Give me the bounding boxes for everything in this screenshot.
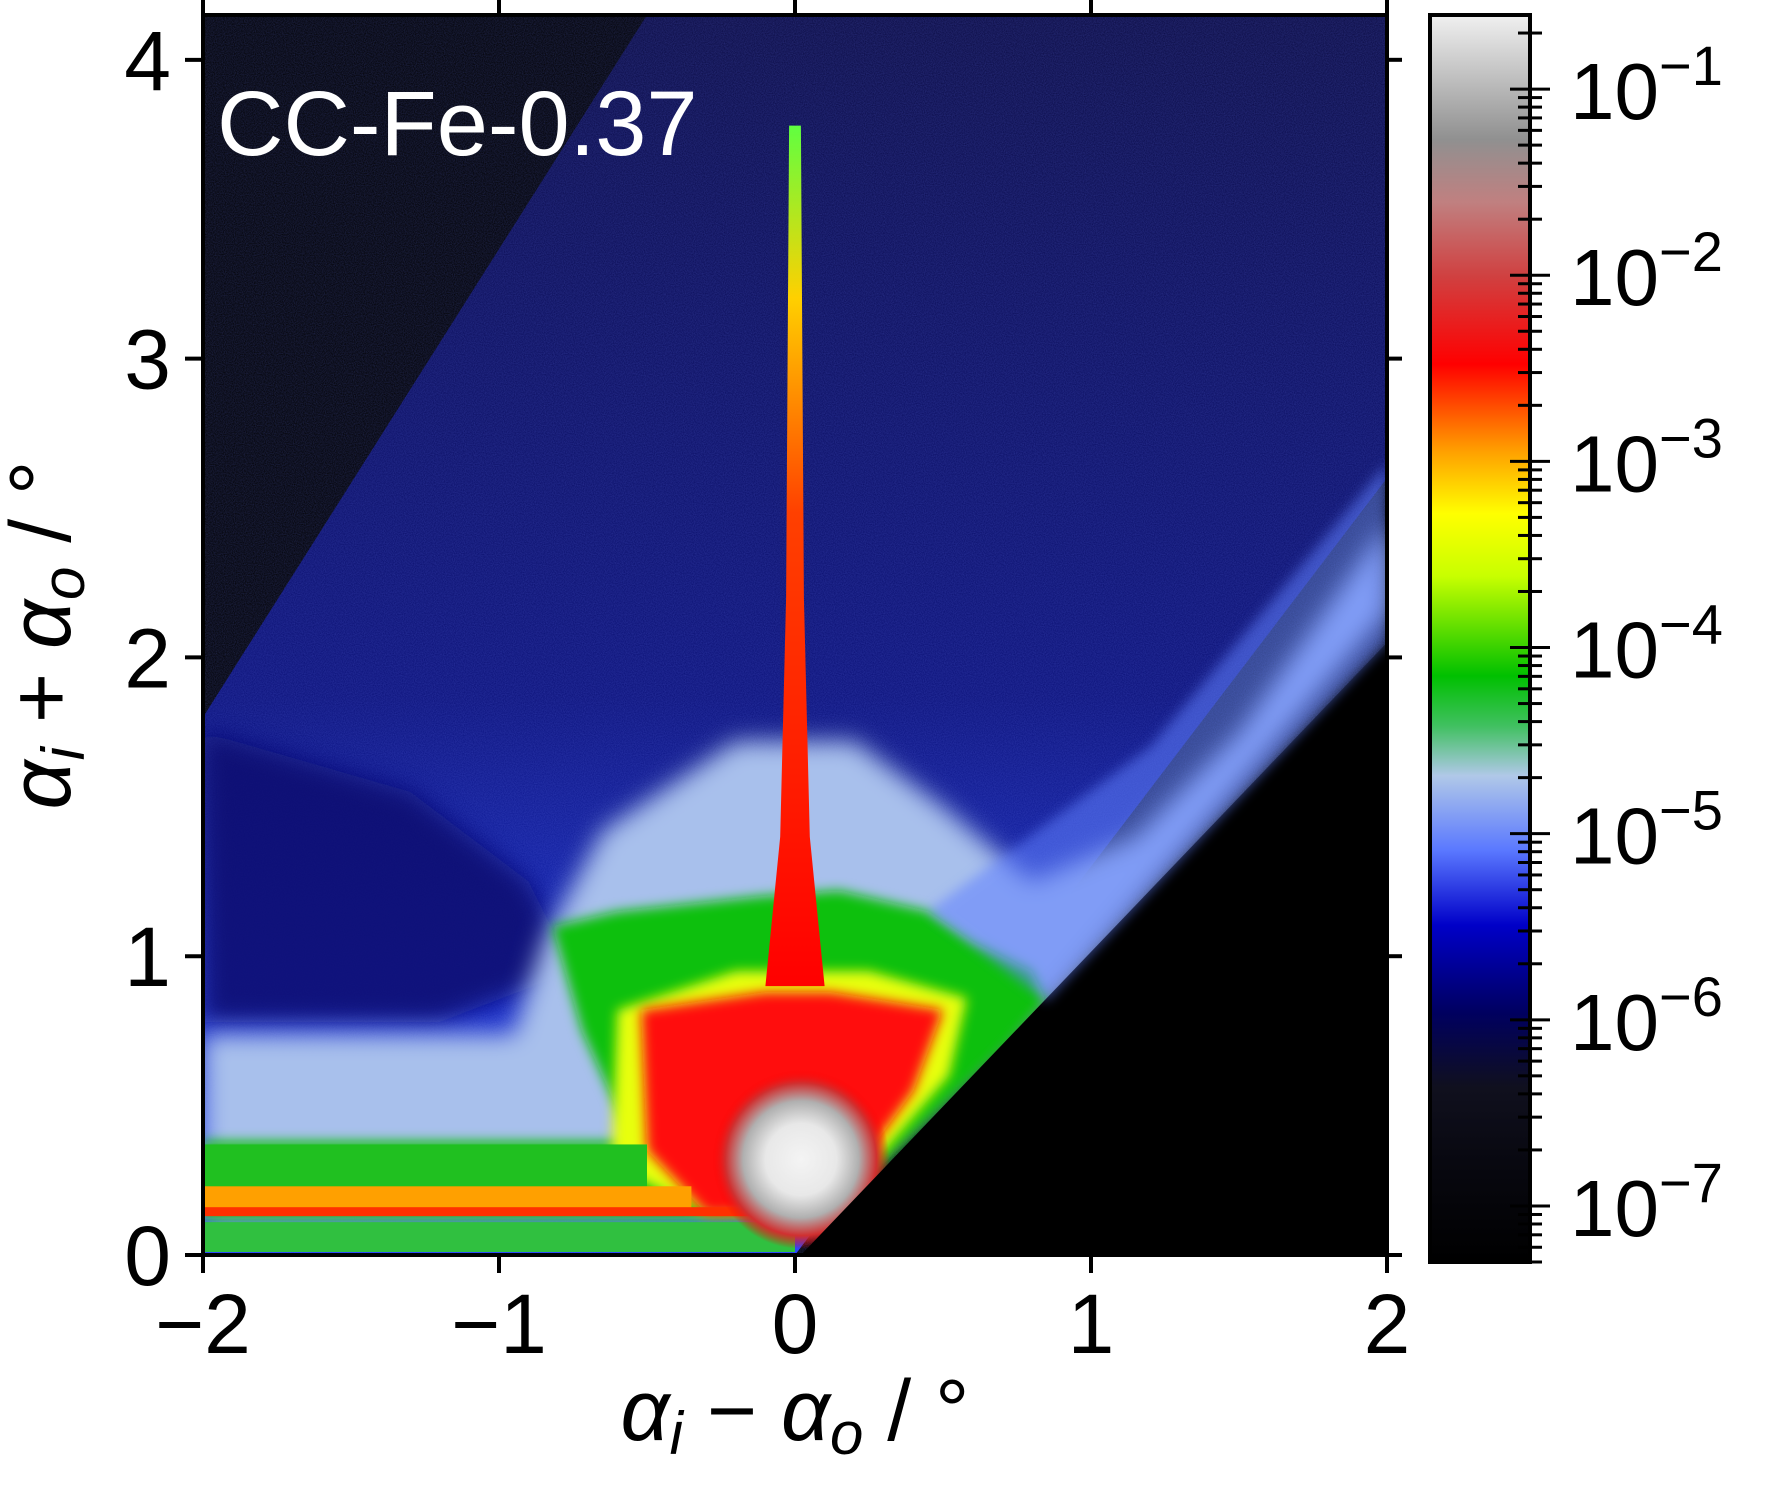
colorbar-label-exponent: −2 [1659,220,1723,283]
colorbar-label-exponent: −1 [1659,34,1723,97]
heatmap-speckle-edge [928,463,1387,1001]
specular-ridge [765,125,825,987]
colorbar-label: 10−4 [1570,593,1723,695]
y-title-alpha-i: α [0,757,89,809]
heatmap-region-lowleft [203,732,573,1022]
heatmap-band-yoneda [203,1186,692,1211]
x-axis-title: αi − αo / ° [621,1363,970,1467]
y-tick-label: 1 [124,910,171,1004]
colorbar [1428,13,1532,1264]
x-tick-label: 2 [1364,1277,1411,1371]
y-title-op: + [0,649,89,747]
colorbar-label-exponent: −6 [1659,965,1723,1028]
x-title-alpha-o: α [781,1363,833,1459]
colorbar-label-exponent: −5 [1659,779,1723,842]
heatmap-region-shadow [800,642,1387,1255]
colorbar-label-base: 10 [1570,792,1659,881]
y-title-alpha-o: α [0,597,89,649]
x-title-sub-i: i [670,1400,685,1467]
y-title-sub-i: i [30,745,97,760]
colorbar-label-base: 10 [1570,47,1659,136]
heatmap-band-yoneda-core [203,1207,825,1217]
heatmap-band-low-green [203,1144,647,1187]
specular-peak [712,1069,890,1250]
colorbar-label-exponent: −4 [1659,593,1723,656]
colorbar-label-base: 10 [1570,606,1659,695]
heatmap-area [203,15,1387,1255]
y-title-unit: / ° [0,461,89,567]
x-title-sub-o: o [830,1400,863,1467]
sample-annotation: CC-Fe-0.37 [217,73,698,175]
x-tick-label: 0 [772,1277,819,1371]
y-title-sub-o: o [30,567,97,600]
heatmap-band-bottom [203,1222,795,1253]
y-axis: 0 1 2 3 4 [124,14,1402,1303]
colorbar-label: 10−6 [1570,965,1723,1067]
x-title-alpha-i: α [621,1363,673,1459]
y-axis-title: αi + αo / ° [0,461,97,810]
colorbar-label-base: 10 [1570,978,1659,1067]
y-tick-label: 3 [124,313,171,407]
colorbar-ticks: 10−710−610−510−410−310−210−1 [1510,31,1723,1264]
colorbar-label: 10−7 [1570,1151,1723,1253]
y-tick-label: 4 [124,14,171,108]
colorbar-label-base: 10 [1570,419,1659,508]
y-tick-label: 2 [124,611,171,705]
x-title-op: − [683,1363,781,1459]
x-tick-label: 1 [1068,1277,1115,1371]
colorbar-label-base: 10 [1570,1164,1659,1253]
colorbar-label: 10−1 [1570,34,1723,136]
x-tick-label: −1 [451,1277,547,1371]
x-axis: −2 −1 0 1 2 [155,0,1410,1371]
colorbar-label-exponent: −3 [1659,406,1723,469]
colorbar-label: 10−5 [1570,779,1723,881]
x-title-unit: / ° [863,1363,969,1459]
colorbar-label-base: 10 [1570,233,1659,322]
x-tick-label: −2 [155,1277,251,1371]
colorbar-label: 10−3 [1570,406,1723,508]
colorbar-label: 10−2 [1570,220,1723,322]
y-tick-label: 0 [124,1209,171,1303]
colorbar-label-exponent: −7 [1659,1151,1723,1214]
